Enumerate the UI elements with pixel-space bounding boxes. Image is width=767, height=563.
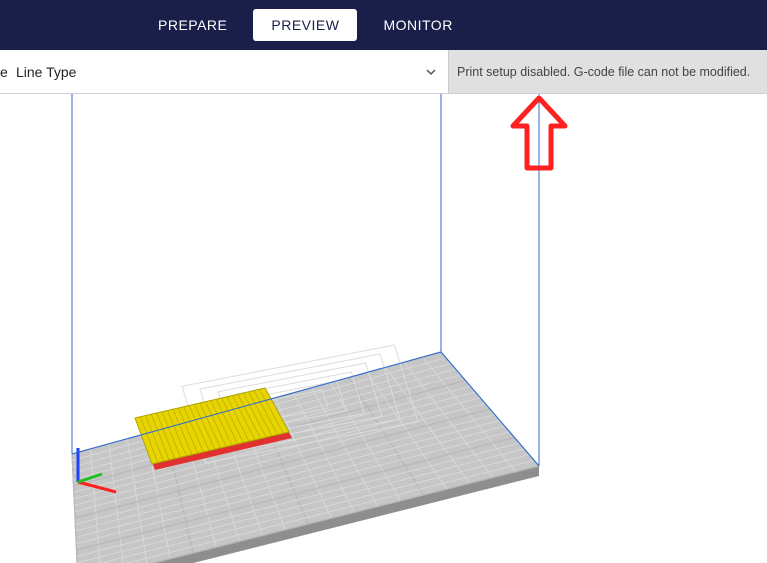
truncated-text: e — [0, 64, 10, 80]
tab-prepare[interactable]: PREPARE — [140, 9, 245, 41]
status-text: Print setup disabled. G-code file can no… — [457, 65, 750, 79]
chevron-down-icon — [424, 65, 438, 79]
3d-viewport[interactable] — [0, 94, 767, 563]
status-panel: Print setup disabled. G-code file can no… — [449, 50, 767, 93]
tab-monitor[interactable]: MONITOR — [365, 9, 470, 41]
view-mode-dropdown[interactable]: e Line Type — [0, 50, 449, 93]
top-tab-bar: PREPARE PREVIEW MONITOR — [0, 0, 767, 50]
view-mode-label: Line Type — [16, 64, 424, 80]
scene-svg — [0, 94, 767, 563]
tab-preview[interactable]: PREVIEW — [253, 9, 357, 41]
sub-toolbar: e Line Type Print setup disabled. G-code… — [0, 50, 767, 94]
